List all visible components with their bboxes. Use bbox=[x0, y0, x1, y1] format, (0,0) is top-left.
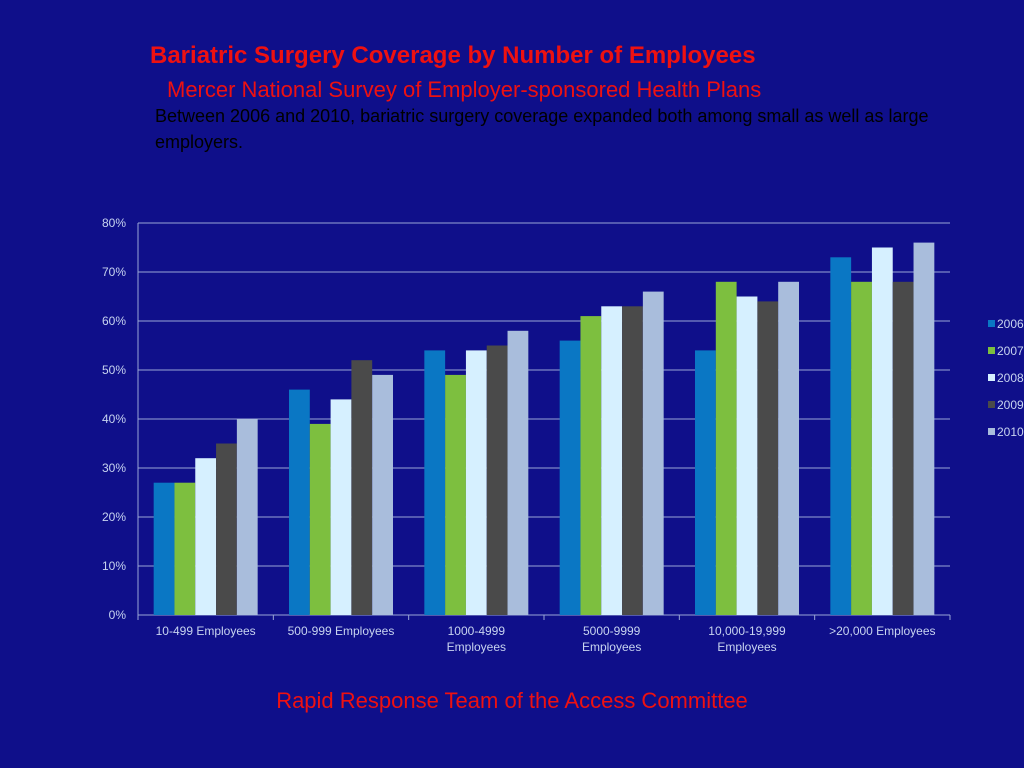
bar-2010 bbox=[236, 419, 258, 615]
bar-2007 bbox=[309, 423, 331, 615]
legend-swatch-2006 bbox=[988, 320, 995, 327]
bar-2006 bbox=[424, 350, 446, 615]
bar-2007 bbox=[174, 482, 196, 615]
legend-label-2010: 2010 bbox=[997, 425, 1024, 439]
y-tick-label: 20% bbox=[102, 510, 126, 524]
bar-2009 bbox=[757, 301, 779, 615]
bar-2010 bbox=[507, 330, 529, 615]
y-tick-label: 80% bbox=[102, 216, 126, 230]
x-tick-label: Employees bbox=[717, 640, 776, 654]
y-tick-label: 70% bbox=[102, 265, 126, 279]
legend-swatch-2010 bbox=[988, 428, 995, 435]
bar-2007 bbox=[851, 281, 872, 615]
legend-swatch-2009 bbox=[988, 401, 995, 408]
bar-2010 bbox=[913, 242, 935, 615]
bar-2006 bbox=[289, 389, 310, 615]
y-tick-label: 60% bbox=[102, 314, 126, 328]
x-tick-label: >20,000 Employees bbox=[829, 624, 935, 638]
bar-2008 bbox=[736, 296, 758, 615]
y-tick-label: 10% bbox=[102, 559, 126, 573]
slide-footer: Rapid Response Team of the Access Commit… bbox=[276, 688, 748, 713]
bar-2006 bbox=[695, 350, 716, 615]
x-tick-label: 10-499 Employees bbox=[156, 624, 256, 638]
legend-label-2009: 2009 bbox=[997, 398, 1024, 412]
legend-label-2007: 2007 bbox=[997, 344, 1024, 358]
legend-swatch-2007 bbox=[988, 347, 995, 354]
x-tick-label: 500-999 Employees bbox=[288, 624, 395, 638]
bar-2007 bbox=[580, 316, 602, 615]
x-tick-label: Employees bbox=[447, 640, 506, 654]
bar-2008 bbox=[465, 350, 487, 615]
bar-2006 bbox=[830, 257, 852, 615]
bar-2008 bbox=[601, 306, 623, 615]
x-tick-label: 5000-9999 bbox=[583, 624, 641, 638]
bar-2010 bbox=[642, 291, 664, 615]
legend-label-2008: 2008 bbox=[997, 371, 1024, 385]
bar-2009 bbox=[892, 281, 914, 615]
bar-2006 bbox=[559, 340, 581, 615]
bar-2007 bbox=[715, 281, 737, 615]
bar-2007 bbox=[445, 374, 466, 615]
y-tick-label: 50% bbox=[102, 363, 126, 377]
bar-2008 bbox=[195, 458, 217, 615]
bar-2009 bbox=[216, 443, 237, 615]
bar-2009 bbox=[351, 360, 373, 615]
slide-title: Bariatric Surgery Coverage by Number of … bbox=[150, 42, 756, 69]
y-tick-label: 40% bbox=[102, 412, 126, 426]
slide-subtitle: Mercer National Survey of Employer-spons… bbox=[167, 77, 762, 102]
bar-2006 bbox=[153, 482, 175, 615]
bar-2010 bbox=[778, 281, 799, 615]
bar-2010 bbox=[372, 374, 393, 615]
bar-2008 bbox=[330, 399, 352, 615]
y-tick-label: 30% bbox=[102, 461, 126, 475]
legend-swatch-2008 bbox=[988, 374, 995, 381]
x-tick-label: Employees bbox=[582, 640, 641, 654]
x-tick-label: 10,000-19,999 bbox=[708, 624, 786, 638]
slide-description: Between 2006 and 2010, bariatric surgery… bbox=[155, 106, 929, 152]
legend-label-2006: 2006 bbox=[997, 317, 1024, 331]
bar-2009 bbox=[622, 306, 643, 615]
bar-2008 bbox=[871, 247, 893, 615]
bar-2009 bbox=[486, 345, 508, 615]
x-tick-label: 1000-4999 bbox=[448, 624, 506, 638]
y-tick-label: 0% bbox=[109, 608, 127, 622]
